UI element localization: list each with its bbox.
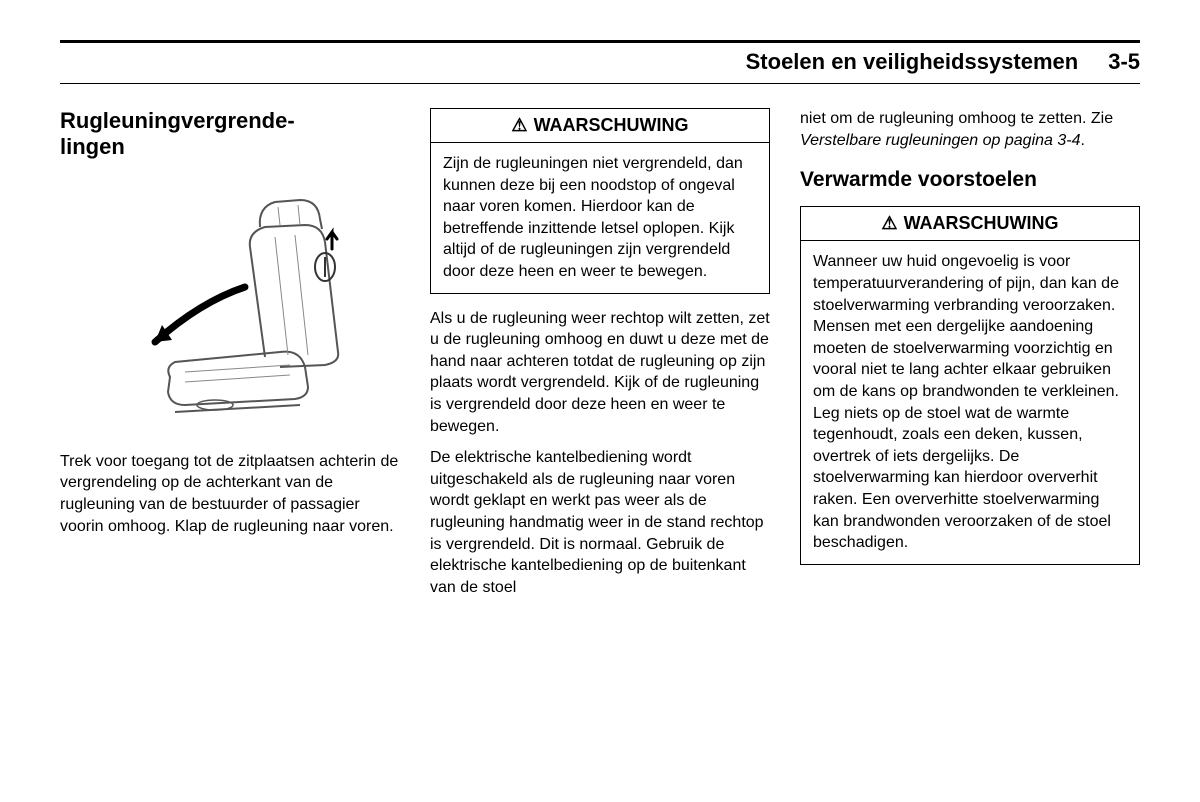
col3-body1: niet om de rugleuning omhoog te zetten. … (800, 108, 1140, 151)
warning-header-2: ⚠ WAARSCHUWING (801, 207, 1139, 241)
warning-body: Zijn de rugleuningen niet vergrendeld, d… (431, 143, 769, 293)
column-1: Rugleuningvergrende- lingen (60, 108, 400, 608)
warning-icon-2: ⚠ (881, 213, 897, 234)
col1-body1: Trek voor toegang tot de zitplaatsen ach… (60, 451, 400, 537)
header-rule-thick (60, 40, 1140, 43)
col2-body2: De elektrische kantelbediening wordt uit… (430, 447, 770, 598)
heading-rugleuning: Rugleuningvergrende- lingen (60, 108, 400, 161)
chapter-title: Stoelen en veiligheidssystemen (746, 49, 1079, 75)
col3-body1-italic: Verstelbare rugleuningen op pagina 3-4 (800, 132, 1081, 149)
warning-box-verwarmde: ⚠ WAARSCHUWING Wanneer uw huid ongevoeli… (800, 206, 1140, 564)
warning-box-rugleuning: ⚠ WAARSCHUWING Zijn de rugleuningen niet… (430, 108, 770, 294)
content-columns: Rugleuningvergrende- lingen (60, 108, 1140, 608)
warning-header: ⚠ WAARSCHUWING (431, 109, 769, 143)
warning-icon: ⚠ (511, 115, 527, 136)
col3-body1-suffix: . (1081, 132, 1085, 149)
column-3: niet om de rugleuning omhoog te zetten. … (800, 108, 1140, 608)
warning-label: WAARSCHUWING (534, 115, 689, 136)
warning-body-2: Wanneer uw huid ongevoelig is voor tempe… (801, 241, 1139, 563)
col3-body1-prefix: niet om de rugleuning omhoog te zetten. … (800, 110, 1113, 127)
seat-fold-illustration (100, 177, 360, 437)
col2-body1: Als u de rugleuning weer rechtop wilt ze… (430, 308, 770, 438)
header-rule-thin (60, 83, 1140, 84)
column-2: ⚠ WAARSCHUWING Zijn de rugleuningen niet… (430, 108, 770, 608)
page-header: Stoelen en veiligheidssystemen 3-5 (60, 49, 1140, 75)
heading-verwarmde: Verwarmde voorstoelen (800, 167, 1140, 192)
page-number: 3-5 (1108, 49, 1140, 75)
warning-label-2: WAARSCHUWING (904, 213, 1059, 234)
